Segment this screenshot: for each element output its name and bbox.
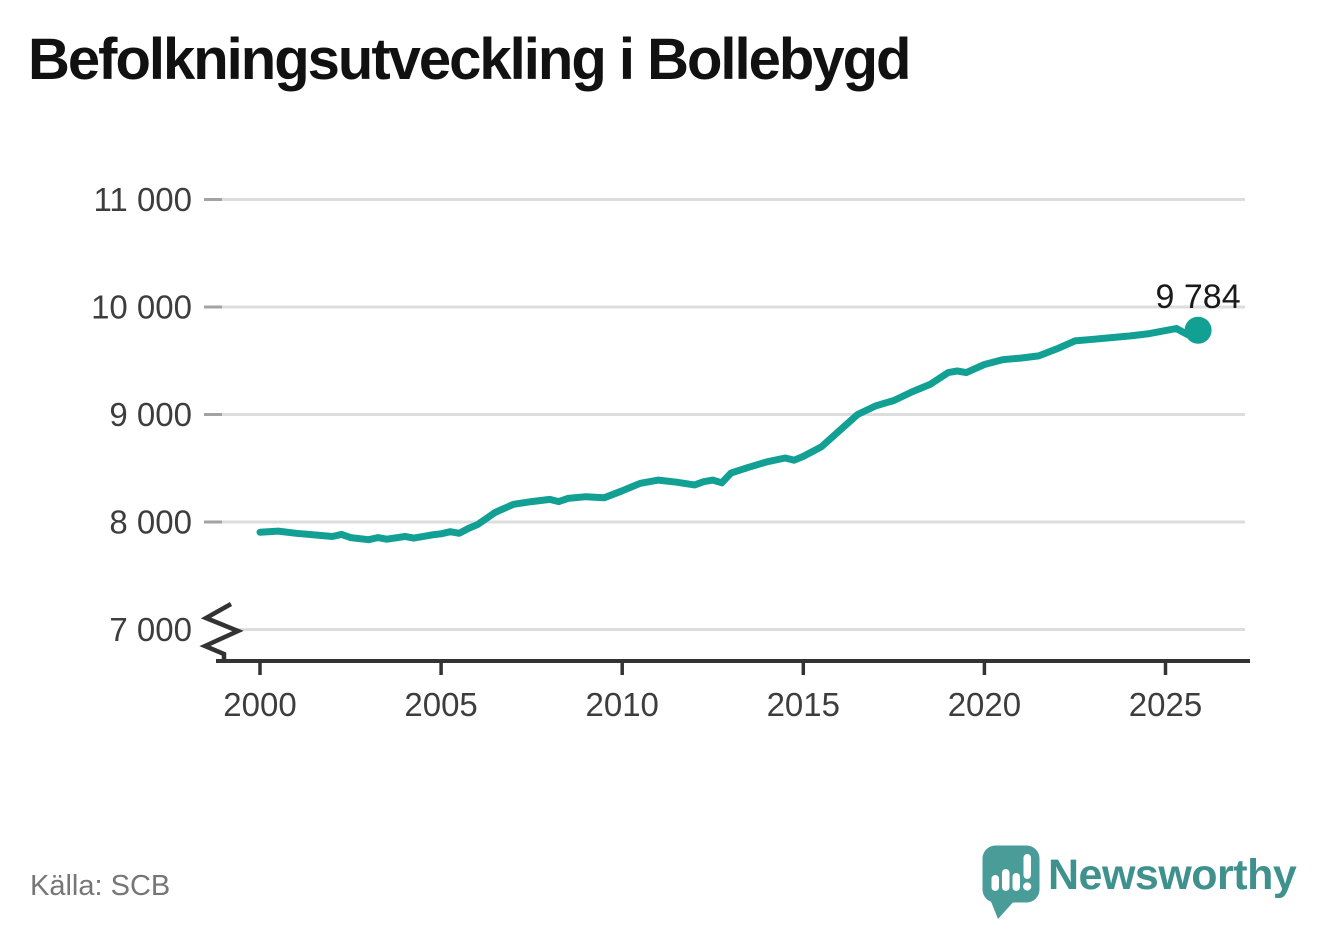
x-tick-label: 2000 [223, 686, 296, 723]
y-tick-label: 11 000 [94, 181, 192, 218]
page-title: Befolkningsutveckling i Bollebygd [28, 27, 911, 92]
x-tick-label: 2010 [585, 686, 658, 723]
x-tick-label: 2015 [767, 686, 840, 723]
newsworthy-logo-icon [982, 845, 1040, 919]
x-tick-label: 2020 [948, 686, 1021, 723]
end-point-label: 9 784 [1156, 278, 1241, 316]
end-point-dot [1184, 316, 1212, 344]
y-tick-label: 8 000 [109, 504, 192, 541]
x-tick-label: 2005 [404, 686, 477, 723]
y-tick-label: 10 000 [91, 289, 192, 326]
newsworthy-wordmark: Newsworthy [1048, 851, 1297, 899]
y-tick-label: 9 000 [109, 396, 192, 433]
newsworthy-brand: Newsworthy [982, 843, 1302, 928]
y-tick-label: 7 000 [109, 611, 192, 648]
x-tick-label: 2025 [1129, 686, 1202, 723]
source-note: Källa: SCB [30, 870, 171, 902]
axis-break-icon [199, 602, 244, 661]
population-line [256, 325, 1202, 544]
